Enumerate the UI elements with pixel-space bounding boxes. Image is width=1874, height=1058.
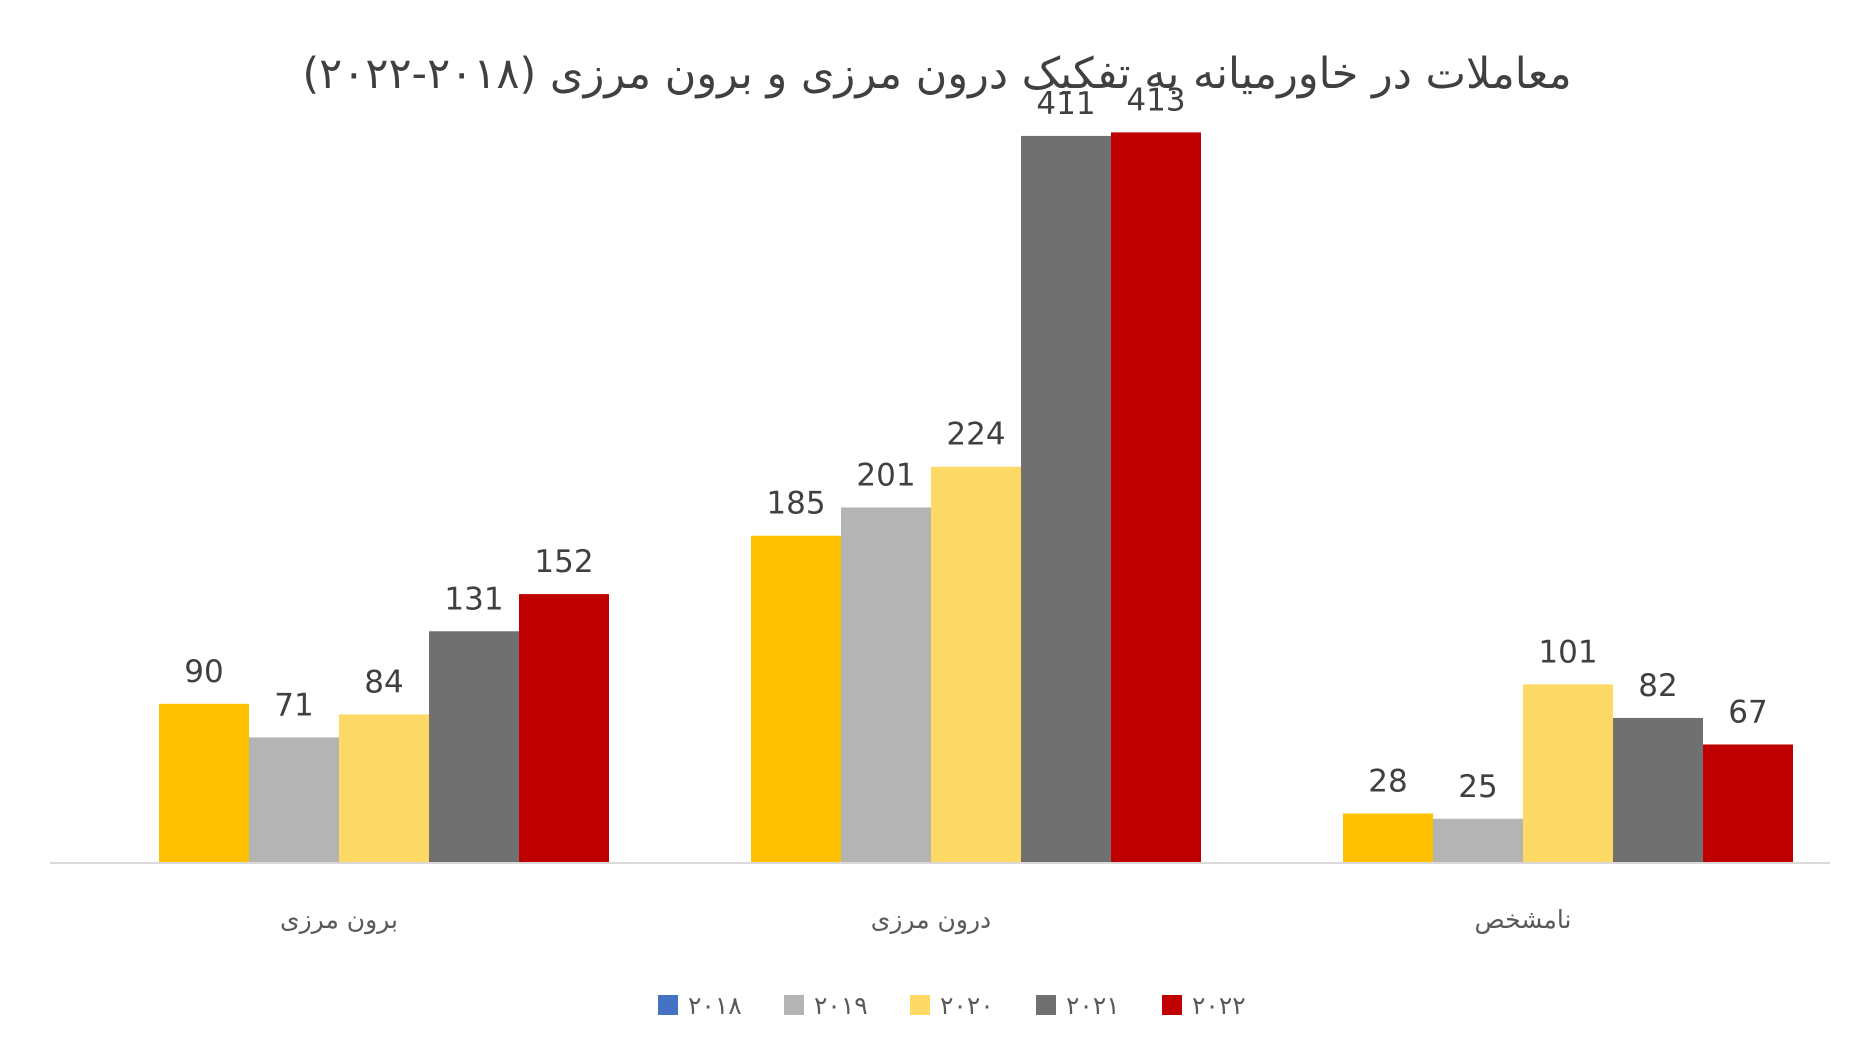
data-label-1-2: 90 xyxy=(184,654,223,690)
bar-1-4 xyxy=(339,714,429,863)
data-label-2-2: 185 xyxy=(766,486,825,522)
bar-1-5 xyxy=(429,631,519,863)
category-label-1: برون مرزی xyxy=(280,905,398,935)
bar-3-5 xyxy=(1613,717,1703,863)
legend-swatch-3 xyxy=(910,995,930,1015)
data-label-2-5: 411 xyxy=(1036,86,1095,122)
legend-swatch-4 xyxy=(1036,995,1056,1015)
bar-2-4 xyxy=(931,466,1021,863)
bar-3-6 xyxy=(1703,744,1793,863)
legend-swatch-1 xyxy=(658,995,678,1015)
data-label-2-4: 224 xyxy=(946,417,1005,453)
data-label-1-4: 84 xyxy=(364,664,403,700)
data-label-3-2: 28 xyxy=(1368,763,1407,799)
bar-2-2 xyxy=(751,535,841,863)
bar-3-4 xyxy=(1523,684,1613,863)
data-label-3-5: 82 xyxy=(1638,668,1677,704)
bar-1-6 xyxy=(519,594,609,863)
bars-group xyxy=(159,132,1793,864)
legend-label-1: ۲۰۱۸ xyxy=(688,991,742,1020)
value-labels-group: 90 71 84 131 152 185 201 224 411 413 28 25 101 82 67 xyxy=(184,82,1767,804)
data-label-3-3: 25 xyxy=(1458,769,1497,805)
data-label-1-5: 131 xyxy=(444,581,503,617)
legend-label-5: ۲۰۲۲ xyxy=(1192,991,1246,1020)
bar-3-3 xyxy=(1433,818,1523,863)
bar-1-2 xyxy=(159,703,249,863)
data-label-3-4: 101 xyxy=(1538,634,1597,670)
data-label-1-6: 152 xyxy=(534,544,593,580)
category-label-3: نامشخص xyxy=(1474,905,1571,934)
legend-label-3: ۲۰۲۰ xyxy=(940,991,994,1020)
category-label-2: درون مرزی xyxy=(871,905,991,935)
legend-label-2: ۲۰۱۹ xyxy=(814,991,868,1020)
category-labels-group: برون مرزی درون مرزی نامشخص xyxy=(280,905,1572,935)
legend-swatch-5 xyxy=(1162,995,1182,1015)
bar-2-6 xyxy=(1111,132,1201,864)
legend-swatch-2 xyxy=(784,995,804,1015)
bar-2-3 xyxy=(841,507,931,863)
data-label-1-3: 71 xyxy=(274,687,313,723)
data-label-3-6: 67 xyxy=(1728,694,1767,730)
legend-label-4: ۲۰۲۱ xyxy=(1066,991,1120,1020)
data-label-2-6: 413 xyxy=(1126,82,1185,118)
bar-3-2 xyxy=(1343,813,1433,863)
chart-title: معاملات در خاورمیانه به تفکیک درون مرزی … xyxy=(302,49,1571,99)
data-label-2-3: 201 xyxy=(856,457,915,493)
legend: ۲۰۱۸ ۲۰۱۹ ۲۰۲۰ ۲۰۲۱ ۲۰۲۲ xyxy=(658,991,1246,1020)
bar-1-3 xyxy=(249,737,339,863)
bar-2-5 xyxy=(1021,135,1111,863)
